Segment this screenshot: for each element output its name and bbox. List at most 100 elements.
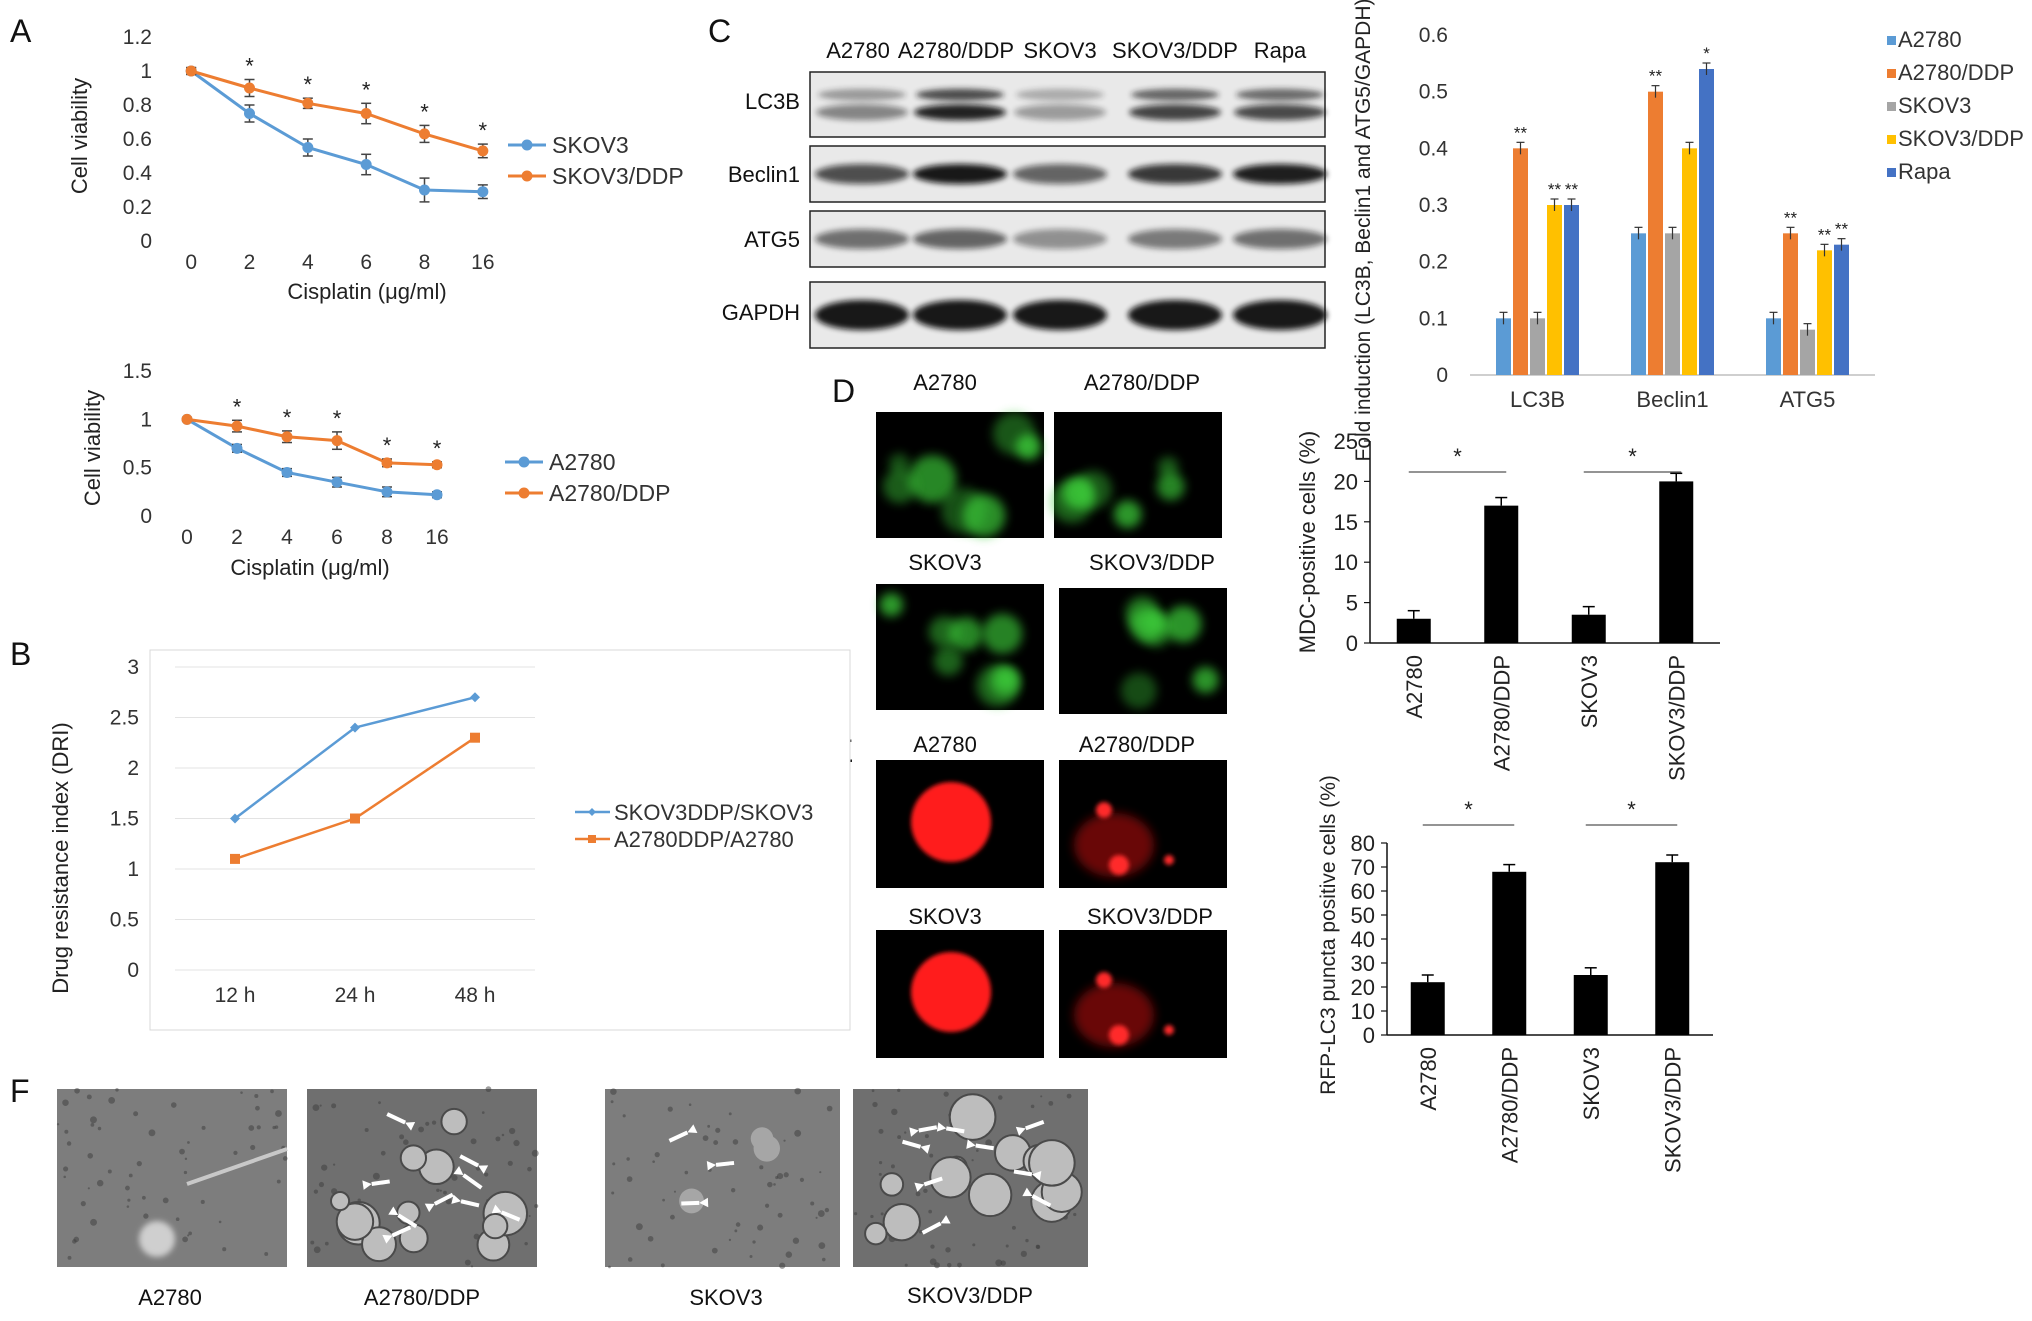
em-texture bbox=[372, 1172, 380, 1180]
em-texture bbox=[524, 1241, 528, 1246]
em-texture bbox=[810, 1201, 815, 1206]
em-texture bbox=[654, 1152, 660, 1158]
em-texture bbox=[127, 1198, 131, 1202]
data-point-A2780DDP/A2780 bbox=[350, 813, 360, 824]
em-texture bbox=[1066, 1093, 1072, 1099]
arrow-head bbox=[1015, 1126, 1026, 1136]
em-texture bbox=[485, 1086, 492, 1093]
image-label: A2780/DDP bbox=[1084, 370, 1200, 395]
autophagic-vacuole bbox=[750, 1127, 774, 1150]
em-texture bbox=[799, 1177, 805, 1182]
em-texture bbox=[728, 1112, 732, 1116]
rfp-puncta bbox=[1164, 1025, 1174, 1035]
autophagic-vacuole bbox=[330, 1190, 351, 1212]
blot-band bbox=[913, 229, 1007, 249]
data-point-A2780/DDP bbox=[281, 431, 293, 443]
y-tick-label: 15 bbox=[1334, 510, 1358, 535]
em-texture bbox=[509, 1127, 516, 1135]
em-texture bbox=[200, 1199, 205, 1205]
em-texture bbox=[819, 1171, 822, 1174]
em-texture bbox=[779, 1262, 786, 1269]
arrow-head bbox=[388, 1206, 399, 1216]
x-tick-label: A2780/DDP bbox=[1489, 655, 1514, 771]
em-texture bbox=[767, 1181, 773, 1188]
significance-mark: * bbox=[479, 118, 488, 143]
em-texture bbox=[89, 1116, 97, 1124]
blot-band bbox=[815, 229, 909, 249]
arrow-head bbox=[491, 1204, 502, 1214]
em-texture bbox=[90, 1218, 97, 1226]
arrow-shaft bbox=[1031, 1194, 1052, 1208]
em-texture bbox=[87, 1187, 90, 1190]
y-tick-label: 0.8 bbox=[123, 94, 152, 117]
y-tick-label: 10 bbox=[1334, 550, 1358, 575]
blot-row-label: Beclin1 bbox=[728, 162, 800, 187]
series-line-A2780/DDP bbox=[186, 417, 438, 467]
em-texture bbox=[318, 1181, 325, 1188]
x-tick-label: A2780/DDP bbox=[1497, 1047, 1522, 1163]
em-texture bbox=[399, 1134, 405, 1140]
arrow-shaft bbox=[500, 1210, 521, 1222]
em-texture bbox=[924, 1134, 929, 1139]
bar-SKOV3/DDP bbox=[1682, 148, 1697, 375]
significance-mark: * bbox=[362, 77, 371, 102]
blot-band bbox=[816, 104, 908, 121]
em-texture bbox=[250, 1144, 256, 1150]
arrow-shaft bbox=[923, 1176, 943, 1187]
bar-A2780 bbox=[1631, 233, 1646, 375]
em-texture bbox=[97, 1126, 102, 1131]
bar bbox=[1571, 614, 1606, 643]
em-texture bbox=[184, 1157, 188, 1161]
x-tick-label: ATG5 bbox=[1780, 387, 1836, 412]
y-tick-label: 0.4 bbox=[1419, 137, 1449, 160]
em-texture bbox=[507, 1160, 513, 1166]
arrow-head bbox=[451, 1194, 462, 1204]
x-tick-label: A2780 bbox=[1402, 655, 1427, 719]
significance-mark: ** bbox=[1649, 67, 1663, 86]
y-tick-label: 1.5 bbox=[110, 808, 139, 831]
autophagic-vacuole bbox=[399, 1144, 428, 1172]
legend-label: A2780/DDP bbox=[1898, 60, 2014, 85]
em-texture bbox=[126, 1205, 130, 1208]
rfp-puncta bbox=[1096, 802, 1112, 818]
significance-mark: * bbox=[304, 72, 313, 97]
em-texture bbox=[141, 1195, 146, 1200]
legend-label: SKOV3/DDP bbox=[1898, 126, 2024, 151]
em-texture bbox=[670, 1214, 675, 1220]
y-tick-label: 80 bbox=[1351, 831, 1375, 856]
arrow-head bbox=[966, 1139, 976, 1149]
data-point-A2780 bbox=[281, 467, 293, 478]
legend-swatch bbox=[1887, 135, 1896, 144]
arrow-head bbox=[706, 1160, 717, 1171]
arrow-head bbox=[362, 1180, 372, 1190]
arrow-shaft bbox=[386, 1112, 407, 1125]
chart-c-ylabel: Fold induction (LC3B, Beclin1 and ATG5/G… bbox=[1352, 0, 1375, 462]
em-texture bbox=[904, 1263, 908, 1267]
em-texture bbox=[319, 1104, 322, 1107]
blot-band bbox=[913, 164, 1007, 184]
blot-band bbox=[916, 88, 1004, 101]
blot-band bbox=[1233, 300, 1327, 330]
legend-marker bbox=[588, 808, 596, 816]
em-texture bbox=[187, 1141, 190, 1144]
membrane-line bbox=[186, 1147, 288, 1186]
em-texture bbox=[528, 1214, 531, 1218]
blot-band bbox=[815, 300, 909, 330]
em-texture bbox=[80, 1201, 86, 1207]
em-texture bbox=[183, 1170, 188, 1175]
em-texture bbox=[773, 1183, 776, 1186]
arrow-shaft bbox=[918, 1125, 938, 1133]
arrow-shaft bbox=[945, 1126, 965, 1134]
legend-marker bbox=[521, 139, 533, 151]
significance-mark: * bbox=[1453, 444, 1462, 469]
em-texture bbox=[143, 1213, 149, 1219]
rfp-puncta bbox=[1109, 855, 1129, 875]
em-texture bbox=[436, 1188, 440, 1193]
x-tick-label: 48 h bbox=[455, 984, 496, 1007]
arrow-head bbox=[424, 1203, 435, 1213]
bar-SKOV3 bbox=[1800, 329, 1815, 375]
significance-mark: * bbox=[233, 394, 242, 419]
significance-mark: ** bbox=[1548, 180, 1562, 199]
arrow-shaft bbox=[391, 1225, 412, 1238]
em-texture bbox=[439, 1189, 442, 1192]
